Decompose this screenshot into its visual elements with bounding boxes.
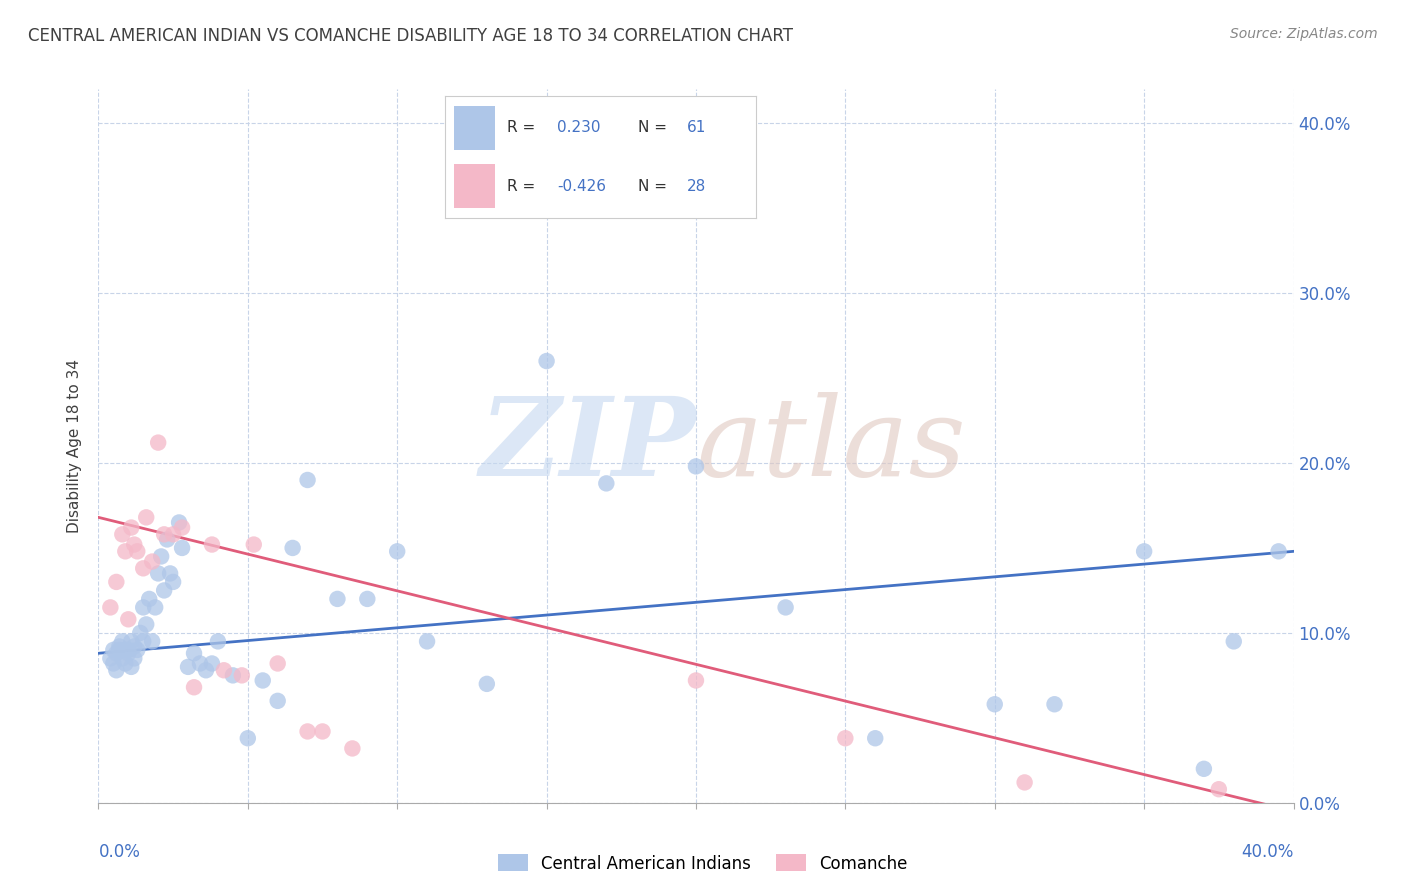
Point — [162, 527, 184, 541]
Point — [162, 574, 184, 589]
Point — [536, 354, 558, 368]
Point — [183, 680, 205, 694]
Point — [207, 634, 229, 648]
Point — [124, 537, 146, 551]
Point — [150, 549, 173, 564]
Point — [385, 544, 409, 558]
Point — [1267, 544, 1289, 558]
Point — [103, 657, 125, 671]
Point — [188, 657, 211, 671]
Point — [212, 663, 235, 677]
Y-axis label: Disability Age 18 to 34: Disability Age 18 to 34 — [67, 359, 83, 533]
Point — [129, 626, 152, 640]
Point — [105, 663, 128, 677]
Point — [1043, 698, 1066, 712]
Point — [222, 668, 245, 682]
Point — [153, 583, 176, 598]
Legend: Central American Indians, Comanche: Central American Indians, Comanche — [491, 847, 915, 880]
Point — [201, 657, 224, 671]
Point — [156, 533, 179, 547]
Text: ZIP: ZIP — [479, 392, 696, 500]
Point — [1014, 775, 1036, 789]
Point — [281, 541, 304, 555]
Point — [231, 668, 253, 682]
Point — [117, 646, 139, 660]
Point — [148, 566, 170, 581]
Point — [195, 663, 218, 677]
Point — [127, 544, 149, 558]
Text: 40.0%: 40.0% — [1241, 843, 1294, 861]
Point — [120, 634, 142, 648]
Point — [98, 651, 122, 665]
Text: atlas: atlas — [696, 392, 966, 500]
Point — [127, 643, 149, 657]
Point — [103, 643, 125, 657]
Point — [297, 724, 319, 739]
Point — [138, 591, 160, 606]
Point — [98, 600, 122, 615]
Point — [135, 617, 157, 632]
Point — [117, 643, 139, 657]
Point — [201, 537, 224, 551]
Point — [177, 660, 200, 674]
Point — [1223, 634, 1246, 648]
Point — [311, 724, 333, 739]
Point — [108, 643, 131, 657]
Point — [267, 657, 290, 671]
Text: CENTRAL AMERICAN INDIAN VS COMANCHE DISABILITY AGE 18 TO 34 CORRELATION CHART: CENTRAL AMERICAN INDIAN VS COMANCHE DISA… — [28, 27, 793, 45]
Point — [114, 544, 136, 558]
Point — [172, 541, 194, 555]
Point — [143, 600, 166, 615]
Point — [111, 527, 134, 541]
Point — [159, 566, 181, 581]
Point — [1192, 762, 1215, 776]
Point — [236, 731, 259, 746]
Point — [120, 660, 142, 674]
Point — [984, 698, 1007, 712]
Point — [834, 731, 856, 746]
Point — [416, 634, 439, 648]
Point — [105, 574, 128, 589]
Point — [120, 520, 142, 534]
Point — [111, 634, 134, 648]
Point — [342, 741, 364, 756]
Point — [172, 520, 194, 534]
Point — [1133, 544, 1156, 558]
Point — [267, 694, 290, 708]
Text: Source: ZipAtlas.com: Source: ZipAtlas.com — [1230, 27, 1378, 41]
Point — [135, 510, 157, 524]
Point — [475, 677, 498, 691]
Point — [132, 561, 155, 575]
Point — [108, 640, 131, 654]
Point — [132, 634, 155, 648]
Point — [114, 657, 136, 671]
Point — [153, 527, 176, 541]
Point — [326, 591, 349, 606]
Point — [132, 600, 155, 615]
Point — [356, 591, 378, 606]
Point — [167, 516, 190, 530]
Point — [595, 476, 617, 491]
Point — [148, 435, 170, 450]
Point — [685, 673, 707, 688]
Point — [252, 673, 274, 688]
Point — [297, 473, 319, 487]
Point — [865, 731, 887, 746]
Point — [141, 634, 163, 648]
Point — [141, 555, 163, 569]
Point — [105, 646, 128, 660]
Point — [685, 459, 707, 474]
Point — [117, 612, 139, 626]
Point — [183, 646, 205, 660]
Point — [114, 643, 136, 657]
Point — [1208, 782, 1230, 797]
Point — [243, 537, 266, 551]
Point — [124, 651, 146, 665]
Point — [775, 600, 797, 615]
Point — [124, 640, 146, 654]
Text: 0.0%: 0.0% — [98, 843, 141, 861]
Point — [111, 651, 134, 665]
